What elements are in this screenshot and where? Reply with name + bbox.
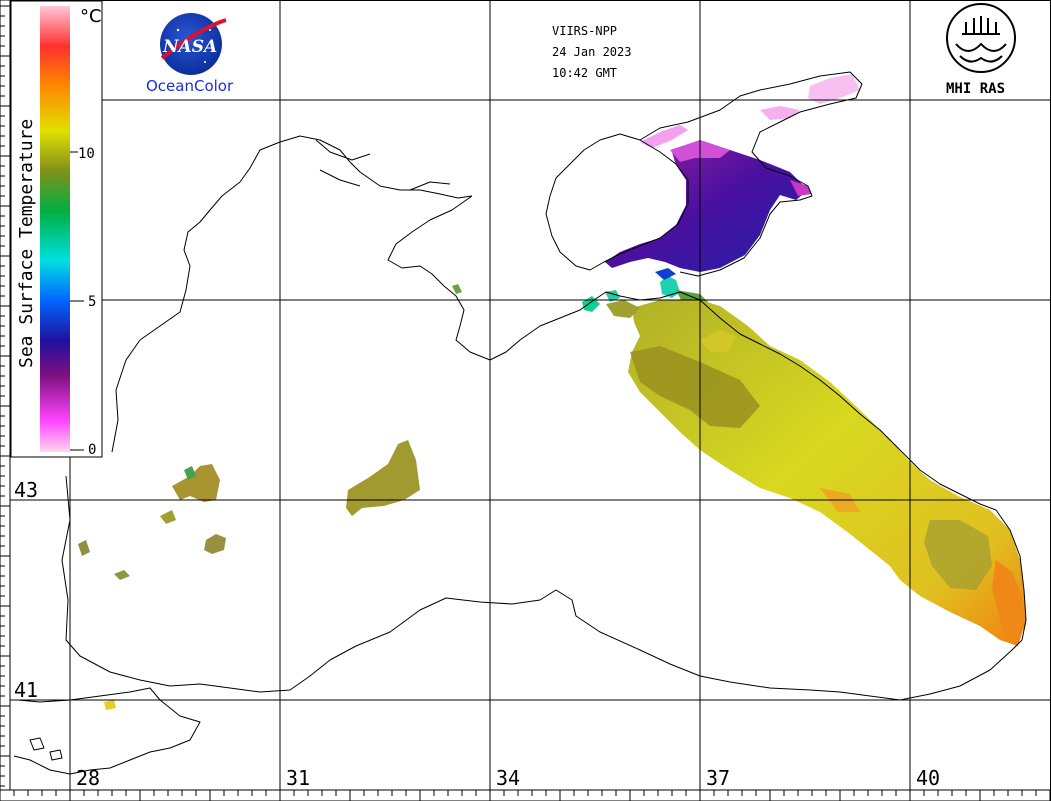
northern-coastline [61,475,1023,701]
mhi-wordmark: MHI RAS [946,81,1005,97]
eastern-olive-patch [630,346,760,428]
acquisition-date: 24 Jan 2023 [552,45,631,59]
left-ruler [0,0,11,801]
sivash-magenta [790,180,812,196]
nasa-swoosh [160,18,227,60]
crimea-olive-speckle [606,300,640,318]
west-patch-2b [184,466,196,480]
colorbar: °C 10 5 0 Sea Surface Temperature [10,0,103,458]
bosporus-islands [29,737,63,761]
colorbar-gradient [40,6,70,452]
axis-labels: 28 31 34 37 40 43 41 [14,478,940,790]
eastern-black-sea-sst-patch [628,300,1026,646]
lon-label-31: 31 [286,766,310,790]
lon-label-34: 34 [496,766,520,790]
mhi-emblem-ring [946,3,1016,73]
azov-coast [545,133,689,271]
west-patch-2 [172,464,220,502]
kerch-blue-patch [655,268,676,280]
kerch-cyan-patch [660,276,680,298]
lon-label-28: 28 [76,766,100,790]
anatolian-coast [13,687,201,775]
mhi-ras-logo: MHI RAS [946,3,1016,97]
colorbar-tick-0: 0 [88,442,96,458]
acquisition-time: 10:42 GMT [552,66,617,80]
satellite-name: VIIRS-NPP [552,24,617,38]
west-patch-4 [78,540,90,556]
header: VIIRS-NPP 24 Jan 2023 10:42 GMT [552,24,631,80]
west-patch-6 [114,570,130,580]
west-patch-1 [346,440,420,516]
crimea-west-patch [452,284,462,294]
mhi-emblem-mark [955,16,1007,63]
sst-data-layer [78,74,1026,710]
north-west-coast [111,135,473,453]
azov-sst-patch [605,140,808,272]
azov-pink-top [640,125,688,148]
coastline-layer [13,71,1027,775]
west-patch-5 [160,510,176,524]
yellow-offshore [700,330,736,352]
colorbar-tick-10: 10 [78,146,95,162]
crimea-coast [387,195,1027,641]
nasa-oceancolor-logo: NASA OceanColor [146,13,234,95]
azov-north-shore [639,71,863,277]
lon-label-40: 40 [916,766,940,790]
lat-label-43: 43 [14,478,38,502]
west-patch-3 [204,534,226,554]
marmara-yellow [104,700,116,710]
taganrog-pink [808,74,860,104]
lon-label-37: 37 [706,766,730,790]
lat-label-41: 41 [14,678,38,702]
west-lakes [315,139,451,191]
taganrog-pink-2 [760,106,800,120]
colorbar-tick-5: 5 [88,294,96,310]
colorbar-label: Sea Surface Temperature [16,119,37,368]
caucasus-orange-patch [992,560,1026,644]
nasa-wordmark: NASA [162,37,217,57]
oceancolor-wordmark: OceanColor [146,77,234,95]
colorbar-unit: °C [80,6,102,27]
caucasus-olive-patch [924,520,992,590]
bottom-ruler [0,789,1051,801]
